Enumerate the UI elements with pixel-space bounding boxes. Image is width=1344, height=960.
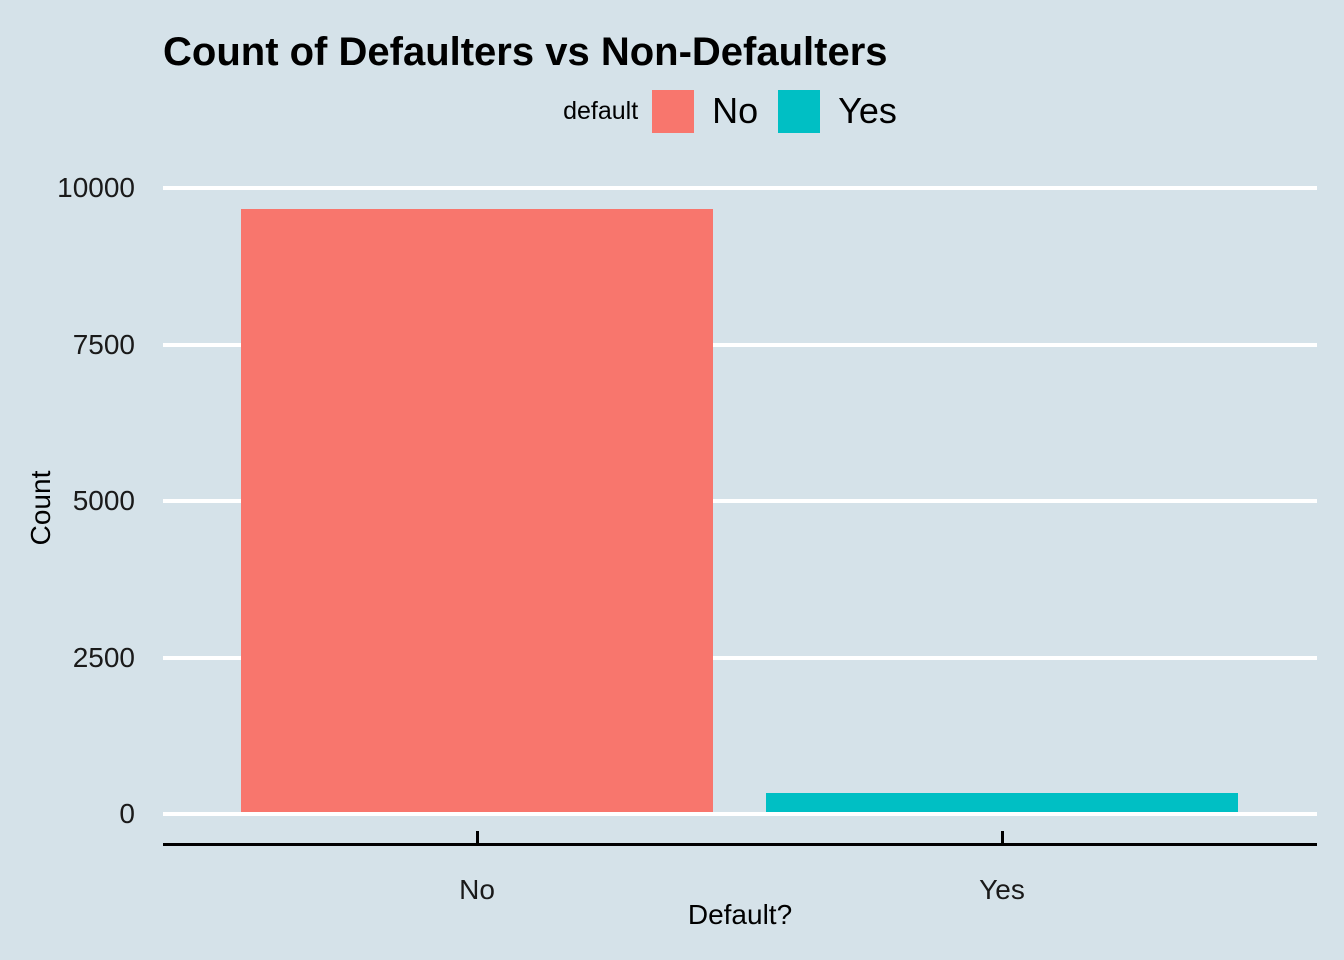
legend-item-no: No (652, 89, 778, 133)
y-tick-label-5000: 5000 (72, 485, 135, 516)
y-tick-label-2500: 2500 (72, 641, 135, 673)
legend-item-yes: Yes (778, 89, 917, 133)
x-tick-label-no: No (459, 874, 495, 905)
gridline-y-2500 (163, 655, 1317, 660)
legend-swatch-yes-icon (778, 89, 821, 133)
gridline-y-10000 (163, 186, 1317, 190)
gridline-y-7500 (163, 342, 1317, 347)
chart-title: Count of Defaulters vs Non-Defaulters (163, 30, 888, 74)
gridline-y-5000 (163, 499, 1317, 503)
gridline-y-0 (163, 812, 1317, 816)
legend-swatch-no-icon (652, 89, 695, 133)
x-tick-yes (1000, 831, 1004, 843)
y-tick-label-0: 0 (119, 798, 135, 829)
x-axis-title: Default? (687, 899, 793, 930)
y-tick-label-10000: 10000 (57, 172, 135, 203)
legend-title: default (563, 96, 639, 125)
x-tick-label-yes: Yes (979, 874, 1025, 905)
legend: default No Yes (163, 88, 1317, 134)
y-tick-label-7500: 7500 (72, 328, 135, 360)
bar-yes (766, 793, 1238, 812)
bar-no (241, 208, 713, 812)
legend-label-no: No (712, 90, 759, 131)
x-axis-line (163, 843, 1317, 846)
x-tick-no (475, 831, 479, 843)
legend-label-yes: Yes (838, 90, 897, 131)
